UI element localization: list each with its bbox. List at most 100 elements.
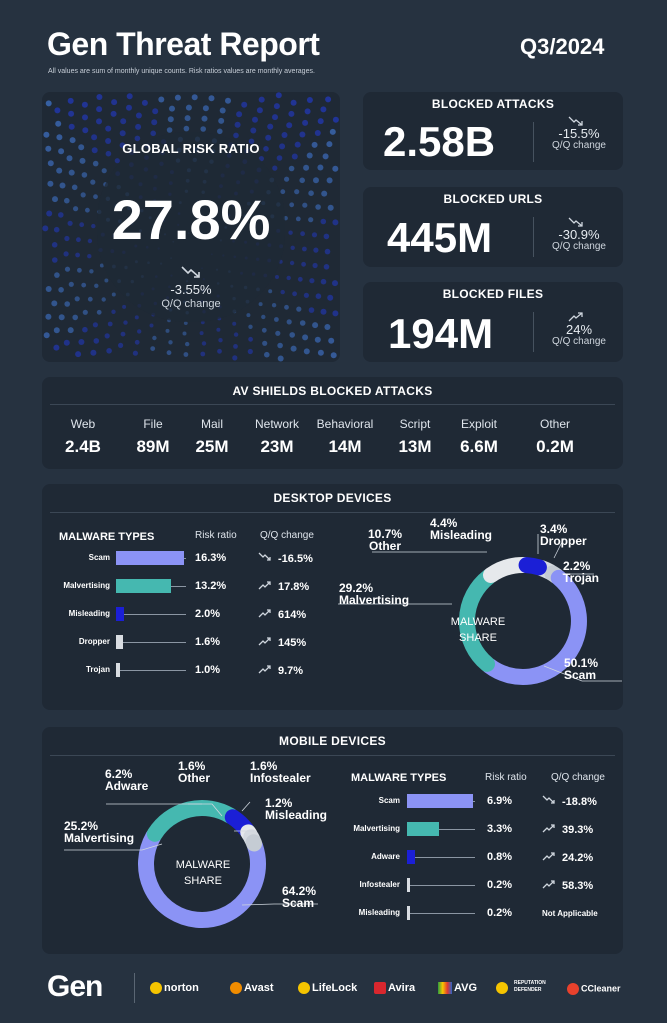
shield-value: 2.4B [65,437,101,456]
decor-dot [43,332,50,339]
trend-up-icon [258,665,272,677]
decor-dot [96,106,103,113]
decor-dot [46,210,53,217]
decor-dot [248,336,254,342]
shield-label: Behavioral [316,417,374,431]
qq-change: Not Applicable [542,907,598,919]
decor-dot [158,96,165,103]
decor-dot [79,157,86,164]
shield-item: File 89M [118,417,188,457]
decor-dot [122,304,127,309]
decor-dot [322,153,329,160]
decor-dot [233,332,239,337]
decor-dot [82,309,88,315]
risk-value: 1.6% [195,636,221,648]
trend-down-icon [258,552,272,565]
desktop-risk-header: Risk ratio [195,530,237,541]
risk-bar [116,635,123,649]
leader-line [64,843,163,851]
decor-dot [234,121,241,128]
qq-value: -18.8% [562,796,597,808]
decor-dot [105,125,112,132]
bar-baseline [116,670,186,671]
decor-dot [248,324,253,329]
share-name: Malvertising [339,593,410,607]
brand-name: Avast [244,982,274,994]
decor-dot [218,117,225,124]
shield-label: Script [399,417,431,431]
decor-dot [324,324,331,330]
row-type-label: Scam [88,553,110,562]
decor-dot [42,225,49,232]
decor-dot [80,192,86,198]
share-label-other: 10.7% Other [368,528,402,552]
share-label-malvertising: 29.2% Malvertising [339,582,409,606]
share-label-dropper: 3.4% Dropper [540,523,587,547]
risk-bar [407,906,410,920]
decor-dot [208,95,215,102]
decor-dot [326,141,333,148]
decor-dot [303,292,309,298]
decor-dot [313,247,319,253]
decor-dot [126,104,132,111]
donut-slice-misleading [518,557,547,576]
decor-dot [299,177,306,184]
decor-dot [250,127,257,134]
donut-center-label: SHARE [184,875,222,887]
share-name: Dropper [540,534,587,548]
risk-value: 1.0% [195,664,221,676]
decor-dot [67,327,74,334]
trend-up-icon [258,581,272,593]
share-label-scam: 50.1% Scam [564,657,598,681]
decor-dot [233,344,238,349]
blocked-urls-card: BLOCKED URLS 445M -30.9% Q/Q change [363,187,623,267]
risk-bar [116,551,184,565]
decor-dot [96,309,102,315]
decor-dot [262,340,268,346]
decor-dot [263,146,269,152]
av-shields-card: AV SHIELDS BLOCKED ATTACKS Web 2.4B File 89… [42,377,623,469]
decor-dot [330,352,337,359]
bar-baseline [407,829,475,830]
trend-up-icon [542,824,556,836]
divider [50,512,615,513]
decor-dot [276,155,283,161]
share-label-other: 1.6% Other [178,760,210,784]
shield-item: Web 2.4B [48,417,118,457]
decor-dot [317,164,324,171]
decor-dot [168,340,173,345]
decor-dot [165,328,170,333]
decor-dot [45,100,52,107]
donut-slice-malvertising [459,568,497,672]
qq-value: -16.5% [278,553,313,565]
shield-item: Network 23M [242,417,312,457]
decor-dot [47,180,54,187]
decor-dot [132,350,138,356]
decor-dot [92,160,99,167]
avg-icon [438,982,452,995]
lifelock-logo: LifeLock [298,982,357,995]
trend-up-icon [258,609,272,621]
decor-dot [332,310,339,317]
decor-dot [120,118,127,125]
qq-change: 145% [258,636,306,649]
decor-dot [315,293,322,299]
mobile-title: MOBILE DEVICES [279,734,386,748]
decor-dot [64,235,70,242]
share-label-infostealer: 1.6% Infostealer [250,760,311,784]
decor-dot [93,194,98,200]
decor-dot [290,245,295,250]
qq-value: 39.3% [562,824,594,836]
decor-dot [111,309,116,314]
donut-center-label: MALWARE [175,859,231,871]
row-type-label: Infostealer [359,880,400,889]
mobile-types-header: MALWARE TYPES [351,772,447,784]
divider [134,973,135,1003]
blocked-attacks-card: BLOCKED ATTACKS 2.58B -15.5% Q/Q change [363,92,623,170]
decor-dot [45,313,52,320]
decor-dot [77,267,82,273]
qq-change: -16.5% [258,552,313,565]
decor-dot [81,282,87,288]
decor-dot [315,204,321,210]
decor-dot [202,105,209,112]
